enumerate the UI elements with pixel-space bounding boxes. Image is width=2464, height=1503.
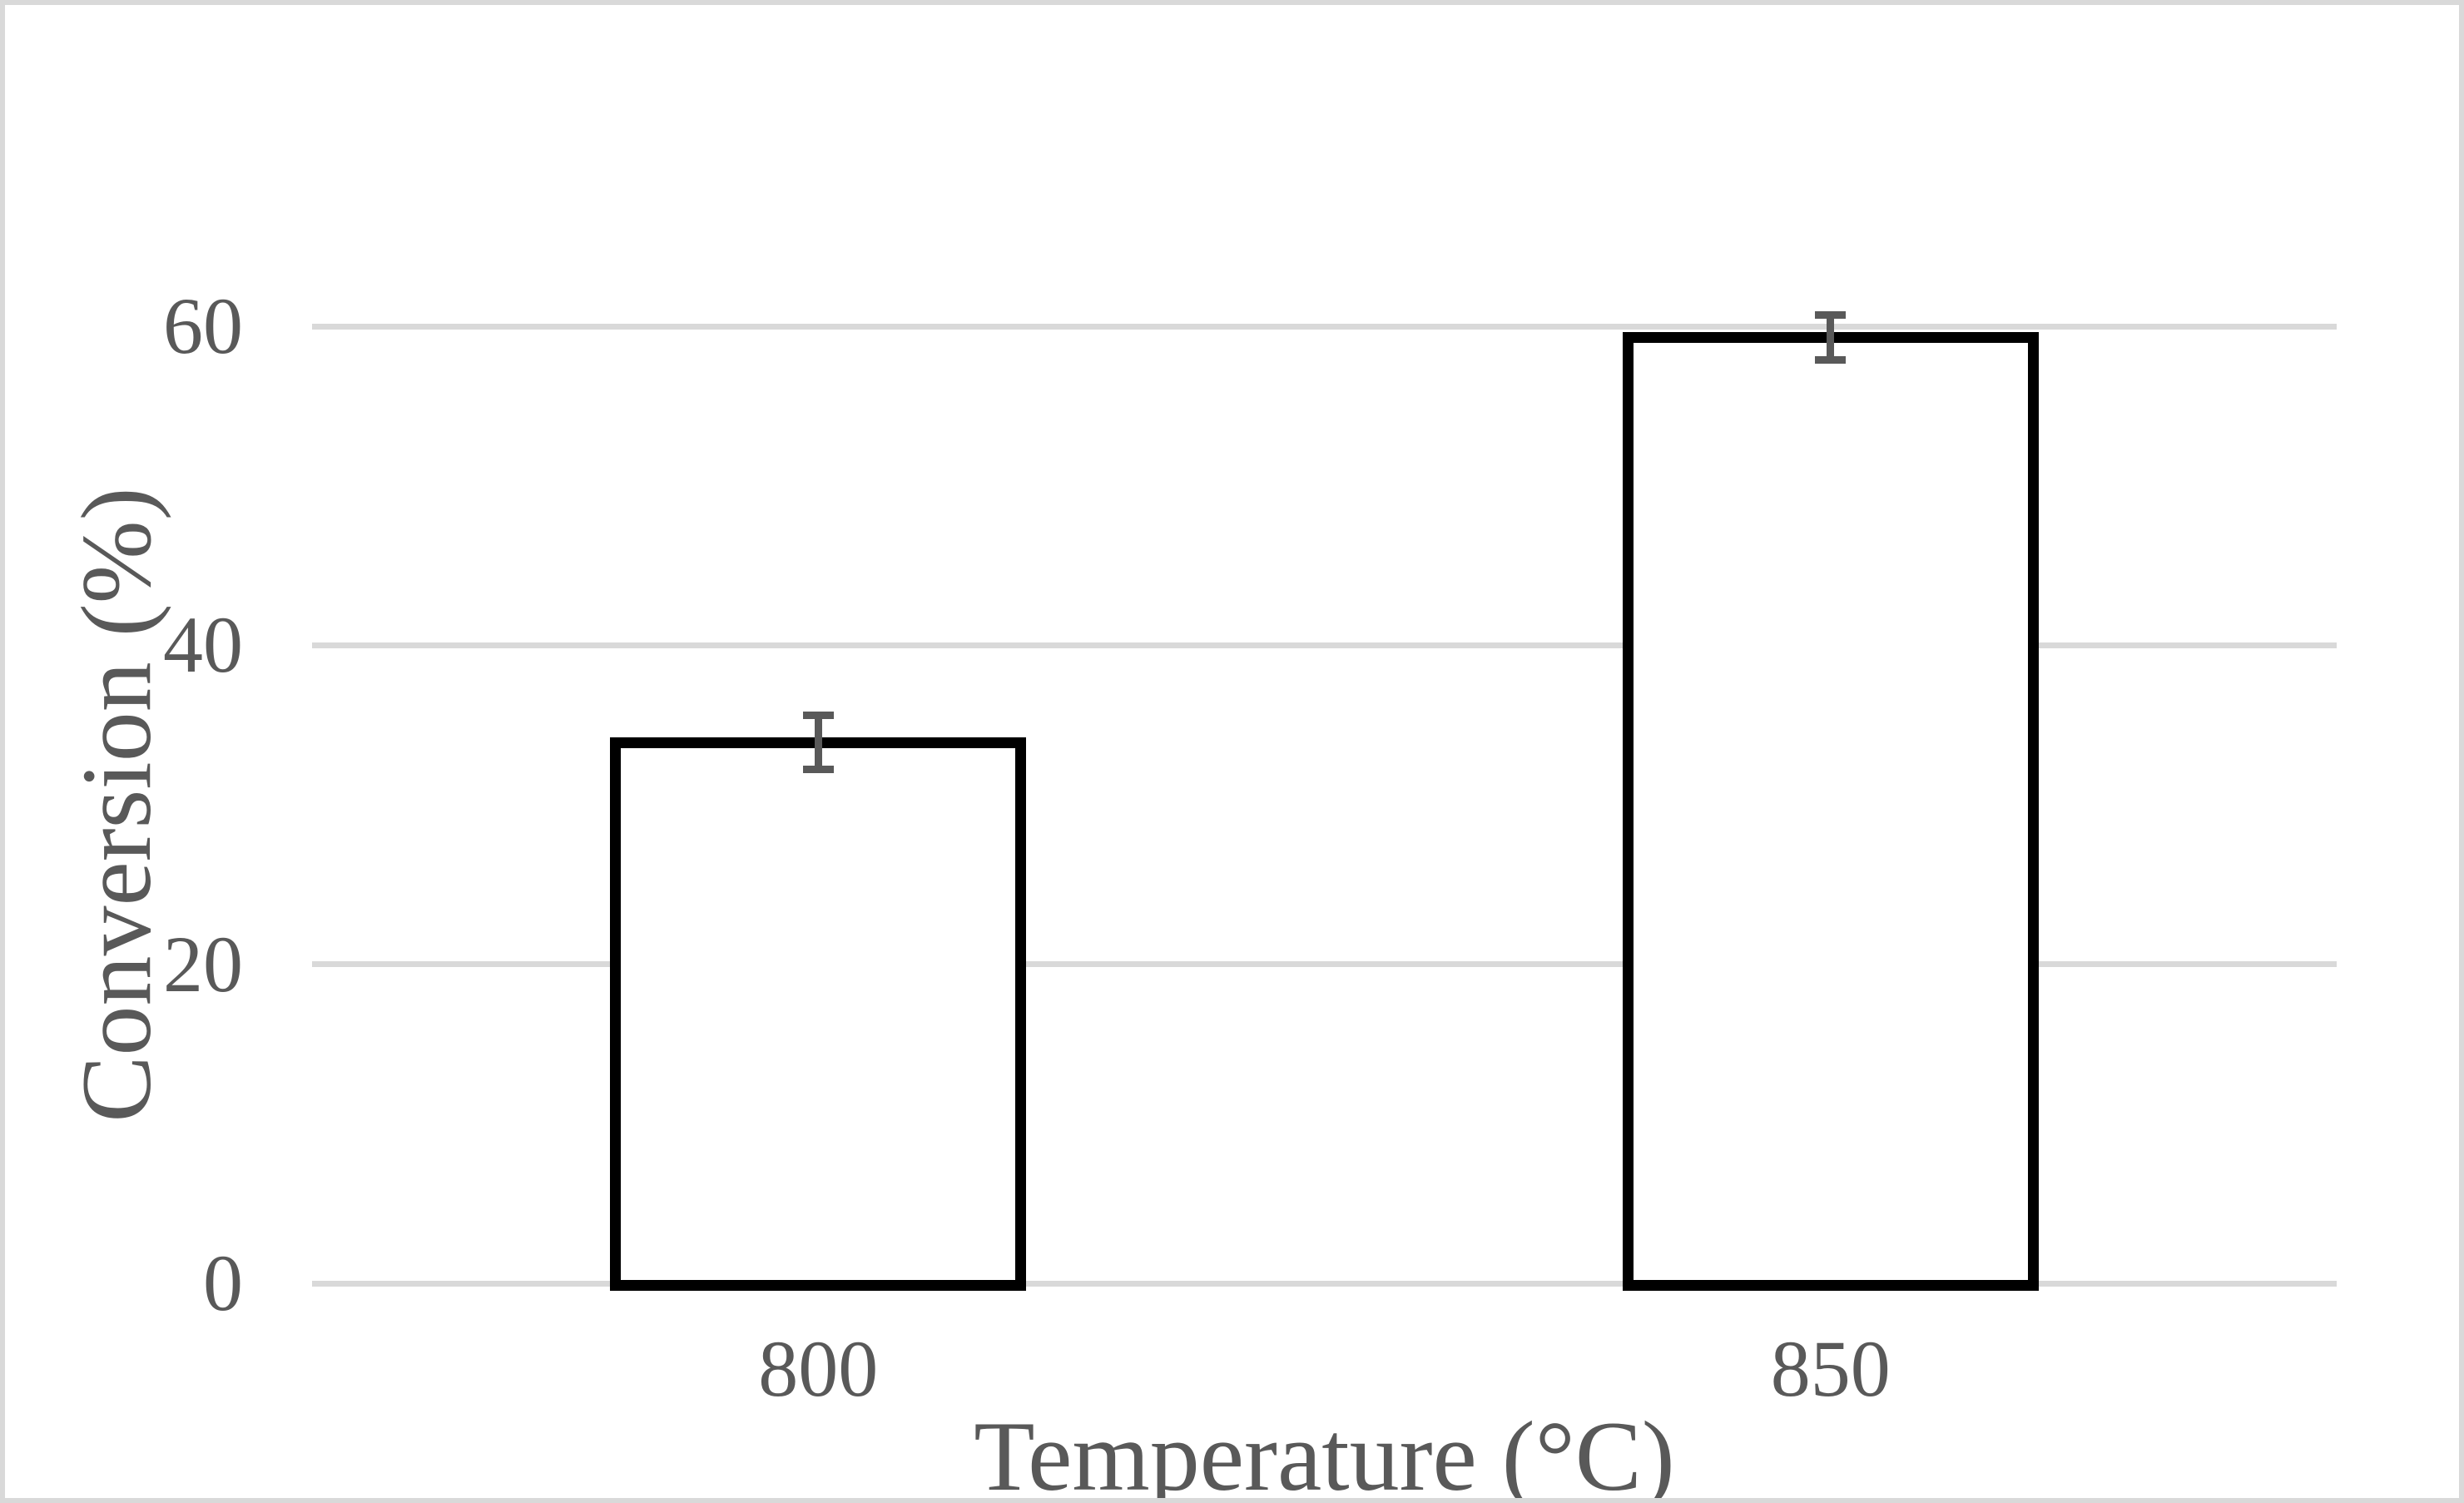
y-axis-title: Conversion (%) <box>61 487 171 1123</box>
y-tick-label-60: 60 <box>163 281 243 370</box>
y-tick-label-40: 40 <box>163 600 243 690</box>
bar-850 <box>1622 331 2039 1291</box>
x-tick-label-850: 850 <box>1770 1324 1891 1413</box>
y-tick-label-20: 20 <box>163 919 243 1009</box>
bar-800 <box>610 737 1027 1291</box>
error-bar-800 <box>814 715 822 770</box>
error-bar-800-top-cap <box>802 712 834 720</box>
gridline-20 <box>312 961 2337 968</box>
error-bar-850 <box>1827 315 1835 360</box>
gridline-60 <box>312 323 2337 330</box>
y-tick-label-0: 0 <box>203 1238 243 1327</box>
gridline-0 <box>312 1280 2337 1287</box>
error-bar-850-bottom-cap <box>1815 355 1847 364</box>
x-tick-label-800: 800 <box>758 1324 879 1413</box>
error-bar-850-top-cap <box>1815 311 1847 320</box>
error-bar-800-bottom-cap <box>802 766 834 774</box>
x-axis-title: Temperature (°C) <box>974 1401 1675 1503</box>
gridline-40 <box>312 642 2337 648</box>
